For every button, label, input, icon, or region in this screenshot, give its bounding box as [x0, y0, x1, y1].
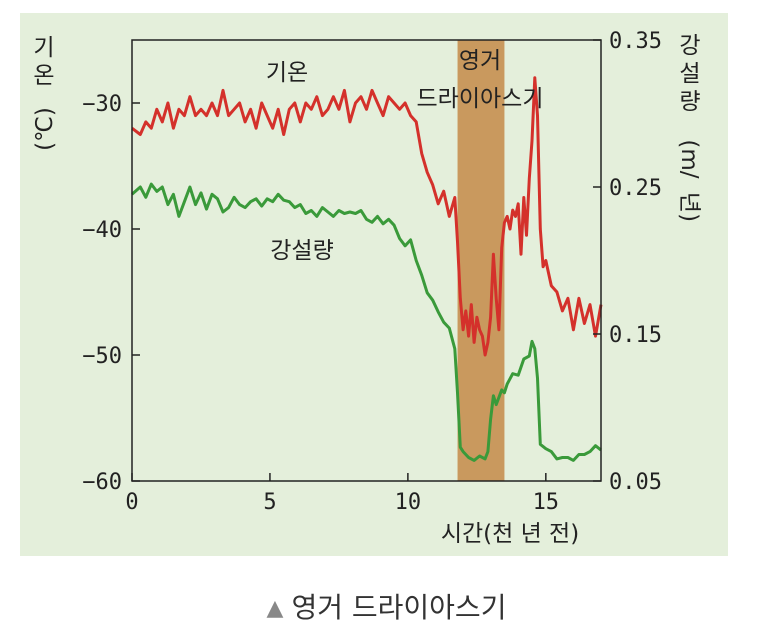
- x-tick-label: 5: [263, 490, 276, 515]
- figure-caption: ▲ 영거 드라이아스기: [0, 586, 773, 626]
- band-label-line2: 드라이아스기: [417, 86, 544, 112]
- caption-text: 영거 드라이아스기: [291, 591, 507, 624]
- x-axis-label: 시간(천 년 전): [441, 521, 579, 547]
- snowfall-series-line: [131, 182, 602, 462]
- y-left-tick-label: −30: [82, 92, 122, 117]
- snowfall-series-label: 강설량: [270, 238, 333, 264]
- y-right-label-part: 강: [679, 33, 700, 59]
- y-left-label-part: (℃): [32, 107, 58, 151]
- y-left-label-part: 기: [33, 35, 54, 61]
- temperature-series-label: 기온: [266, 60, 308, 86]
- y-axis-label-right: 강설량 (m/년): [676, 33, 702, 222]
- y-axis-label-left: 기온 (℃): [32, 35, 58, 151]
- y-right-label-part: 년): [676, 192, 702, 222]
- y-right-tick-label: 0.35: [609, 29, 662, 54]
- y-right-label-part: (m/: [676, 139, 702, 178]
- temperature-series-line: [131, 76, 603, 357]
- x-tick-label: 15: [533, 490, 560, 515]
- y-right-label-part: 설: [679, 61, 700, 87]
- x-tick-label: 0: [125, 490, 138, 515]
- y-left-tick-label: −40: [82, 218, 122, 243]
- younger-dryas-band: [457, 40, 505, 481]
- y-right-tick-label: 0.05: [609, 470, 662, 495]
- y-left-label-part: 온: [33, 63, 54, 89]
- plot-frame: [131, 39, 602, 482]
- y-right-label-part: 량: [679, 89, 700, 115]
- x-tick-label: 10: [395, 490, 422, 515]
- y-right-tick-label: 0.25: [609, 176, 662, 201]
- band-label-line1: 영거: [459, 48, 501, 74]
- y-right-tick-label: 0.15: [609, 323, 662, 348]
- y-left-tick-label: −50: [82, 344, 122, 369]
- y-left-tick-label: −60: [82, 470, 122, 495]
- triangle-icon: ▲: [266, 596, 284, 621]
